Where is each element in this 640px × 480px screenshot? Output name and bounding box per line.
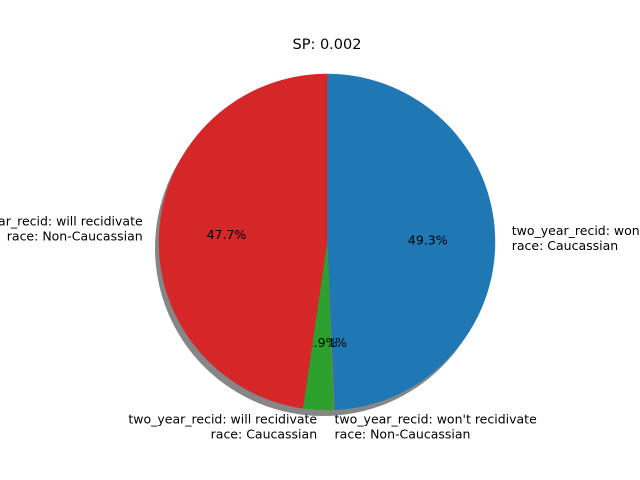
chart-title: SP: 0.002 (293, 37, 362, 53)
slice-category-label-line2-0: race: Caucassian (512, 238, 618, 253)
pie-slice-0 (326, 73, 496, 411)
slice-category-label-line1-3: two_year_recid: will recidivate (0, 214, 143, 229)
slice-category-label-2: two_year_recid: will recidivate race: Cau… (128, 412, 317, 442)
slice-category-label-line2-3: race: Non-Caucassian (7, 229, 143, 244)
slice-percent-label-3: 47.7% (207, 227, 247, 242)
slice-category-label-line2-1: race: Non-Caucassian (335, 427, 471, 442)
slice-category-label-line1-1: two_year_recid: won't recidivate (335, 412, 538, 427)
slice-category-label-line1-0: two_year_recid: won't recidivate (512, 223, 640, 238)
pie-slice-3 (158, 73, 328, 409)
slice-percent-label-2: 2.9% (306, 335, 338, 350)
slice-category-label-1: two_year_recid: won't recidivate race: No… (335, 412, 538, 442)
slice-category-label-line2-2: race: Caucassian (211, 427, 317, 442)
slice-percent-label-0: 49.3% (408, 232, 448, 247)
slice-category-label-line1-2: two_year_recid: will recidivate (128, 412, 317, 427)
